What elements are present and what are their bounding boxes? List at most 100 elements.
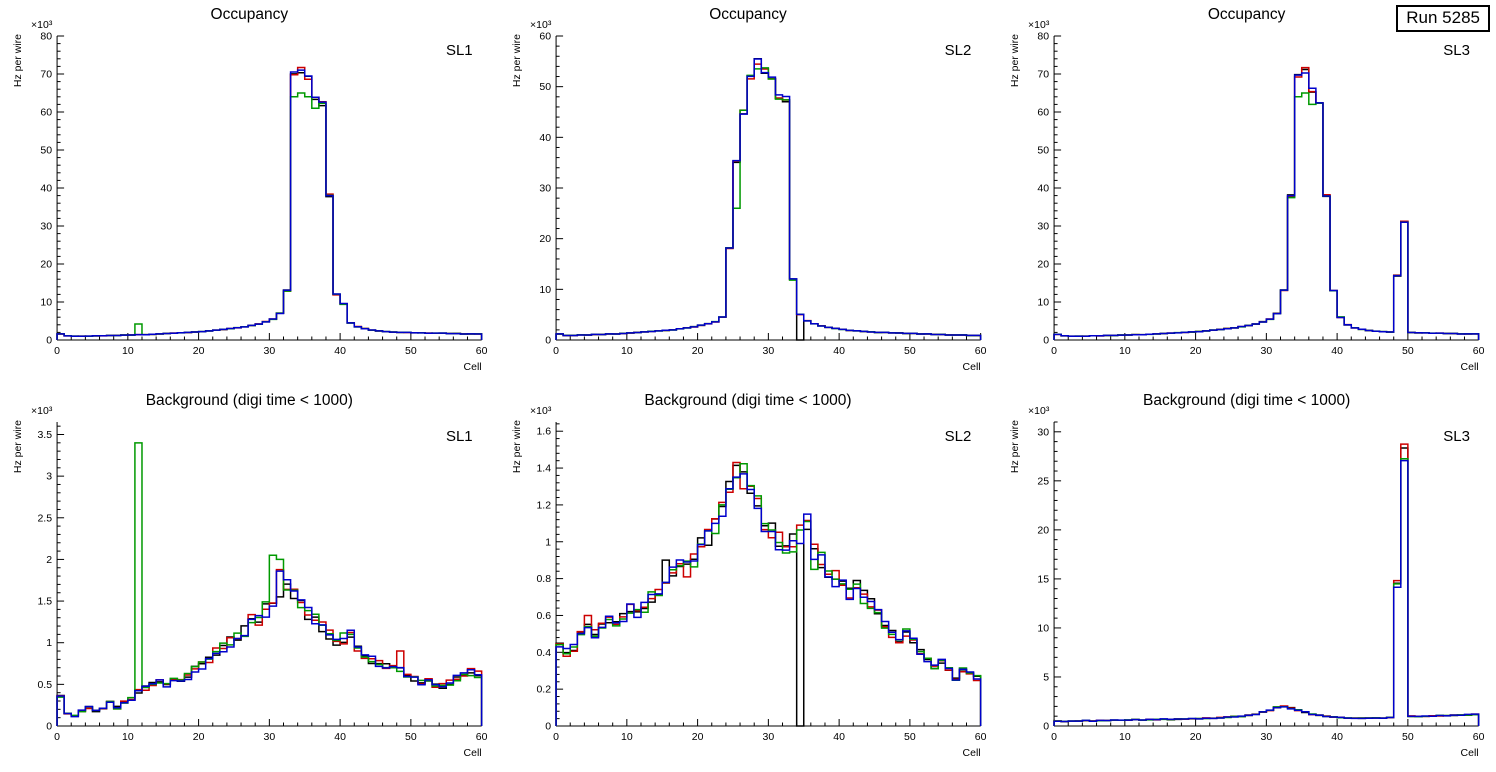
svg-text:0: 0 — [54, 731, 60, 743]
svg-text:Cell: Cell — [962, 361, 980, 373]
svg-text:1.4: 1.4 — [536, 463, 551, 475]
svg-text:1.2: 1.2 — [536, 499, 551, 511]
panel-occupancy-sl3: Occupancy SL3 0 10 20 30 40 50 60 0 10 20 30 40 50 60… — [997, 0, 1496, 386]
svg-text:50: 50 — [904, 731, 916, 743]
svg-text:0.4: 0.4 — [536, 647, 551, 659]
svg-text:×10³: ×10³ — [1028, 405, 1050, 417]
svg-text:50: 50 — [1402, 345, 1414, 357]
svg-text:×10³: ×10³ — [31, 19, 53, 31]
svg-text:20: 20 — [1038, 524, 1050, 536]
svg-text:40: 40 — [40, 183, 52, 195]
svg-text:20: 20 — [1190, 345, 1202, 357]
svg-text:20: 20 — [193, 731, 205, 743]
svg-text:40: 40 — [539, 132, 551, 144]
chart-canvas-background-sl1: 0 10 20 30 40 50 60 0 0.5 1 1.5 2 2.5 3 3.5 Cell Hz per … — [12, 405, 488, 759]
svg-text:1.5: 1.5 — [37, 596, 52, 608]
svg-text:60: 60 — [1473, 345, 1485, 357]
svg-text:Hz per wire: Hz per wire — [12, 34, 24, 87]
svg-text:10: 10 — [122, 731, 134, 743]
svg-text:1.6: 1.6 — [536, 426, 551, 438]
panel-occupancy-sl1: Occupancy SL1 0 10 20 30 40 50 60 0 10 20 30 40 50 60… — [0, 0, 499, 386]
svg-text:25: 25 — [1038, 475, 1050, 487]
svg-text:1: 1 — [545, 536, 551, 548]
svg-text:40: 40 — [334, 731, 346, 743]
svg-text:2.5: 2.5 — [37, 512, 52, 524]
panel-occupancy-sl2: Occupancy SL2 0 10 20 30 40 50 60 0 10 20 30 40 50 60… — [498, 0, 998, 386]
svg-text:0.8: 0.8 — [536, 573, 551, 585]
svg-text:0: 0 — [46, 335, 52, 347]
svg-text:60: 60 — [40, 107, 52, 119]
svg-text:70: 70 — [40, 69, 52, 81]
svg-text:30: 30 — [264, 345, 276, 357]
svg-text:Cell: Cell — [464, 361, 482, 373]
svg-text:Hz per wire: Hz per wire — [511, 34, 523, 87]
svg-text:30: 30 — [539, 183, 551, 195]
svg-text:30: 30 — [1261, 345, 1273, 357]
svg-text:1: 1 — [46, 637, 52, 649]
svg-text:0.2: 0.2 — [536, 684, 551, 696]
svg-text:60: 60 — [974, 731, 986, 743]
panel-background-sl2: Background (digi time < 1000) SL2 0 10 20 3… — [498, 386, 998, 772]
svg-text:0: 0 — [1051, 345, 1057, 357]
svg-text:2: 2 — [46, 554, 52, 566]
svg-text:0.5: 0.5 — [37, 679, 52, 691]
svg-text:50: 50 — [539, 81, 551, 93]
svg-text:60: 60 — [539, 31, 551, 43]
svg-text:40: 40 — [833, 731, 845, 743]
svg-text:60: 60 — [1473, 731, 1485, 743]
svg-text:15: 15 — [1038, 573, 1050, 585]
svg-text:30: 30 — [1261, 731, 1273, 743]
svg-text:30: 30 — [762, 345, 774, 357]
svg-text:5: 5 — [1044, 671, 1050, 683]
svg-text:10: 10 — [1038, 622, 1050, 634]
svg-text:×10³: ×10³ — [1028, 19, 1050, 31]
svg-text:30: 30 — [762, 731, 774, 743]
svg-text:Cell: Cell — [464, 747, 482, 759]
svg-text:40: 40 — [833, 345, 845, 357]
svg-text:10: 10 — [1119, 731, 1131, 743]
svg-text:50: 50 — [405, 345, 417, 357]
run-number-badge: Run 5285 — [1396, 5, 1490, 32]
svg-text:40: 40 — [1038, 183, 1050, 195]
panel-background-sl1: Background (digi time < 1000) SL1 0 10 20 3… — [0, 386, 499, 772]
svg-text:40: 40 — [1332, 345, 1344, 357]
panel-background-sl3: Background (digi time < 1000) SL3 0 10 20 3… — [997, 386, 1496, 772]
svg-text:0: 0 — [553, 731, 559, 743]
svg-text:30: 30 — [1038, 426, 1050, 438]
svg-text:0: 0 — [545, 721, 551, 733]
svg-text:Hz per wire: Hz per wire — [12, 420, 24, 473]
svg-text:50: 50 — [40, 145, 52, 157]
svg-text:80: 80 — [40, 31, 52, 43]
svg-text:×10³: ×10³ — [530, 19, 552, 31]
svg-text:30: 30 — [1038, 221, 1050, 233]
svg-text:Hz per wire: Hz per wire — [511, 420, 523, 473]
svg-text:Hz per wire: Hz per wire — [1009, 420, 1021, 473]
svg-text:3: 3 — [46, 471, 52, 483]
svg-text:3.5: 3.5 — [37, 429, 52, 441]
svg-text:30: 30 — [40, 221, 52, 233]
svg-text:10: 10 — [122, 345, 134, 357]
svg-text:0: 0 — [1051, 731, 1057, 743]
svg-text:60: 60 — [476, 731, 488, 743]
svg-text:20: 20 — [40, 259, 52, 271]
svg-text:0: 0 — [1044, 335, 1050, 347]
svg-text:40: 40 — [334, 345, 346, 357]
svg-text:Cell: Cell — [1461, 747, 1479, 759]
svg-text:50: 50 — [405, 731, 417, 743]
svg-text:20: 20 — [1038, 259, 1050, 271]
svg-text:80: 80 — [1038, 31, 1050, 43]
svg-text:Cell: Cell — [1461, 361, 1479, 373]
svg-text:60: 60 — [476, 345, 488, 357]
svg-text:10: 10 — [621, 345, 633, 357]
svg-text:×10³: ×10³ — [530, 405, 552, 417]
svg-text:10: 10 — [1038, 297, 1050, 309]
svg-text:50: 50 — [904, 345, 916, 357]
svg-text:0: 0 — [54, 345, 60, 357]
svg-text:0: 0 — [545, 335, 551, 347]
svg-text:Hz per wire: Hz per wire — [1009, 34, 1021, 87]
chart-canvas-background-sl2: 0 10 20 30 40 50 60 0 0.2 0.4 0.6 0.8 1 1.2 1.4 1.6 Cell… — [511, 405, 987, 759]
svg-text:20: 20 — [691, 731, 703, 743]
svg-text:60: 60 — [974, 345, 986, 357]
svg-text:20: 20 — [539, 233, 551, 245]
